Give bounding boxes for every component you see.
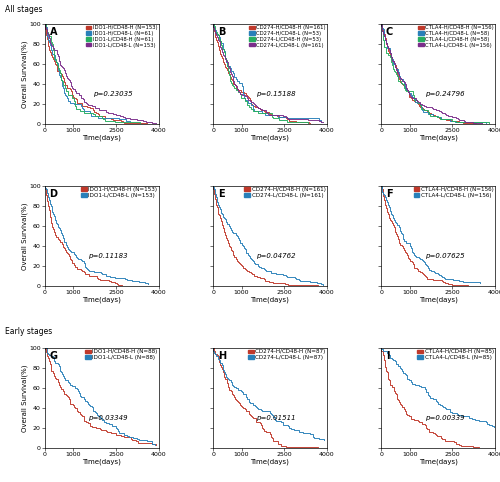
Legend: IDO1-H/CD48-H (N=88), IDO1-L/CD48-L (N=88): IDO1-H/CD48-H (N=88), IDO1-L/CD48-L (N=8… <box>84 349 158 361</box>
Text: I: I <box>386 351 390 361</box>
Text: p=0.03349: p=0.03349 <box>88 415 128 421</box>
X-axis label: Time(days): Time(days) <box>418 297 458 303</box>
Text: p=0.01511: p=0.01511 <box>256 415 296 421</box>
Legend: CTLA4-H/CD48-H (N=85), CTLA4-L/CD48-L (N=85): CTLA4-H/CD48-H (N=85), CTLA4-L/CD48-L (N… <box>417 349 494 361</box>
Legend: CD274-H/CD48-H (N=161), CD274-H/CD48-L (N=53), CD274-L/CD48-H (N=53), CD274-L/CD: CD274-H/CD48-H (N=161), CD274-H/CD48-L (… <box>248 25 326 48</box>
Text: Early stages: Early stages <box>5 327 52 336</box>
Legend: IDO1-H/CD48-H (N=153), IDO1-L/CD48-L (N=153): IDO1-H/CD48-H (N=153), IDO1-L/CD48-L (N=… <box>80 187 158 199</box>
X-axis label: Time(days): Time(days) <box>82 459 122 465</box>
X-axis label: Time(days): Time(days) <box>418 134 458 141</box>
Text: p=0.11183: p=0.11183 <box>88 253 128 259</box>
X-axis label: Time(days): Time(days) <box>250 297 290 303</box>
X-axis label: Time(days): Time(days) <box>250 459 290 465</box>
Text: p=0.00339: p=0.00339 <box>424 415 464 421</box>
Text: E: E <box>218 189 224 199</box>
Text: p=0.23035: p=0.23035 <box>92 91 132 97</box>
Text: A: A <box>50 27 57 37</box>
Y-axis label: Overall Survival(%): Overall Survival(%) <box>22 40 28 108</box>
Legend: IDO1-H/CD48-H (N=153), IDO1-H/CD48-L (N=61), IDO1-L/CD48-H (N=61), IDO1-L/CD48-L: IDO1-H/CD48-H (N=153), IDO1-H/CD48-L (N=… <box>86 25 158 48</box>
Text: F: F <box>386 189 392 199</box>
Text: H: H <box>218 351 226 361</box>
Text: D: D <box>50 189 58 199</box>
Text: All stages: All stages <box>5 5 43 14</box>
Text: p=0.04762: p=0.04762 <box>256 253 296 259</box>
X-axis label: Time(days): Time(days) <box>82 134 122 141</box>
Text: B: B <box>218 27 225 37</box>
Text: G: G <box>50 351 58 361</box>
Legend: CTLA4-H/CD48-H (N=156), CTLA4-L/CD48-L (N=156): CTLA4-H/CD48-H (N=156), CTLA4-L/CD48-L (… <box>413 187 494 199</box>
Y-axis label: Overall Survival(%): Overall Survival(%) <box>22 364 28 432</box>
Legend: CD274-H/CD48-H (N=161), CD274-L/CD48-L (N=161): CD274-H/CD48-H (N=161), CD274-L/CD48-L (… <box>244 187 326 199</box>
Legend: CD274-H/CD48-H (N=87), CD274-L/CD48-L (N=87): CD274-H/CD48-H (N=87), CD274-L/CD48-L (N… <box>248 349 326 361</box>
Text: p=0.07625: p=0.07625 <box>424 253 464 259</box>
Legend: CTLA4-H/CD48-H (N=156), CTLA4-H/CD48-L (N=58), CTLA4-L/CD48-H (N=58), CTLA4-L/CD: CTLA4-H/CD48-H (N=156), CTLA4-H/CD48-L (… <box>418 25 494 48</box>
Y-axis label: Overall Survival(%): Overall Survival(%) <box>22 202 28 270</box>
X-axis label: Time(days): Time(days) <box>418 459 458 465</box>
X-axis label: Time(days): Time(days) <box>82 297 122 303</box>
X-axis label: Time(days): Time(days) <box>250 134 290 141</box>
Text: C: C <box>386 27 393 37</box>
Text: p=0.15188: p=0.15188 <box>256 91 296 97</box>
Text: p=0.24796: p=0.24796 <box>424 91 464 97</box>
